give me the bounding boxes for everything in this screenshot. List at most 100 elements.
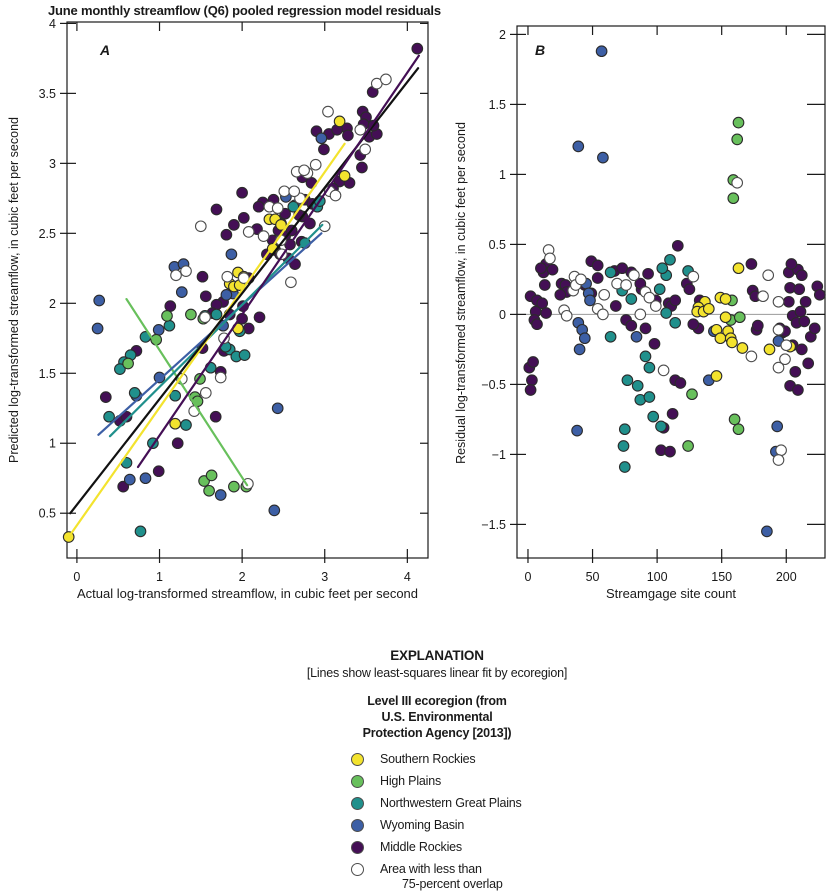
data-point	[575, 273, 587, 286]
y-tick-label: 1.5	[39, 367, 56, 381]
wyoming-basin-marker-icon	[351, 819, 364, 832]
data-point	[686, 388, 698, 401]
data-point	[795, 343, 808, 356]
fit-line	[136, 54, 420, 469]
y-tick-label: 3.5	[39, 87, 56, 101]
data-point	[732, 116, 745, 129]
data-point	[656, 262, 669, 275]
data-point	[199, 311, 211, 324]
data-point	[732, 262, 745, 275]
data-point	[524, 384, 537, 396]
data-point	[540, 307, 552, 319]
data-point	[268, 504, 281, 517]
x-tick-label: 3	[321, 570, 328, 584]
data-point	[731, 176, 744, 189]
data-point	[531, 318, 543, 331]
data-point	[544, 252, 556, 265]
nw-great-plains-marker-icon	[351, 797, 364, 810]
data-point	[745, 258, 758, 270]
data-point	[671, 239, 684, 252]
data-point	[813, 288, 826, 301]
data-point	[617, 440, 630, 452]
data-point	[591, 272, 604, 284]
data-point	[719, 311, 732, 324]
data-point	[687, 318, 700, 331]
data-point	[210, 203, 223, 216]
y-tick-label: −1	[492, 448, 506, 462]
data-point	[114, 363, 126, 375]
middle-rockies-marker-icon	[351, 841, 364, 854]
data-point	[761, 525, 773, 538]
data-point	[649, 300, 662, 312]
fit-line	[125, 298, 249, 487]
data-point	[745, 350, 758, 363]
data-point	[205, 469, 218, 482]
data-point	[225, 248, 238, 261]
data-point	[621, 374, 634, 387]
data-point	[271, 402, 284, 415]
data-point	[91, 322, 104, 335]
y-tick-label: −0.5	[481, 378, 506, 392]
data-point	[380, 73, 392, 86]
southern-rockies-marker-icon	[351, 753, 364, 766]
data-point	[152, 465, 165, 478]
data-point	[214, 489, 227, 501]
data-point	[780, 339, 793, 352]
data-point	[666, 407, 679, 420]
data-point	[620, 279, 632, 291]
data-point	[789, 365, 802, 378]
data-point	[573, 343, 586, 356]
data-point	[572, 140, 585, 153]
data-point	[527, 356, 539, 368]
data-point	[161, 310, 173, 322]
data-point	[779, 353, 791, 366]
data-point	[342, 129, 354, 142]
data-point	[664, 445, 676, 458]
data-point	[220, 228, 233, 241]
data-point	[318, 143, 330, 156]
data-point	[163, 319, 176, 332]
data-point	[687, 270, 700, 283]
data-point	[726, 336, 738, 349]
data-point	[639, 322, 652, 335]
data-point	[153, 371, 166, 384]
data-point	[793, 283, 806, 296]
panel-a-x-axis-title: Actual log-transformed streamflow, in cu…	[76, 586, 419, 601]
data-point	[289, 258, 301, 270]
data-point	[669, 316, 682, 329]
data-point	[795, 269, 808, 282]
data-point	[333, 115, 346, 128]
data-point	[169, 389, 182, 402]
data-point	[199, 290, 212, 303]
data-point	[298, 164, 310, 177]
data-point	[185, 308, 197, 321]
data-point	[220, 289, 233, 301]
data-point	[257, 230, 270, 242]
data-point	[546, 263, 559, 276]
y-tick-label: 1.5	[489, 98, 506, 112]
y-tick-label: 1	[49, 437, 56, 451]
data-point	[763, 343, 776, 356]
x-tick-label: 2	[239, 570, 246, 584]
data-point	[356, 161, 368, 174]
data-point	[236, 186, 248, 199]
data-point	[354, 123, 367, 136]
fit-line	[108, 223, 324, 438]
data-point	[203, 484, 215, 497]
data-point	[647, 410, 660, 423]
data-point	[287, 200, 300, 213]
data-point	[214, 371, 227, 384]
data-point	[180, 265, 192, 277]
data-point	[238, 349, 251, 361]
data-point	[772, 295, 785, 308]
data-point	[799, 295, 812, 308]
data-point	[682, 440, 694, 452]
data-point	[535, 262, 547, 275]
data-point	[122, 357, 134, 370]
data-point	[736, 342, 749, 354]
data-point	[536, 297, 549, 310]
data-point	[237, 212, 250, 224]
panel-a: 0 1 2 3 4 0.5 1 1.5 2 2.5 3 3.5 4	[39, 17, 429, 584]
y-tick-label: 1	[499, 168, 506, 182]
